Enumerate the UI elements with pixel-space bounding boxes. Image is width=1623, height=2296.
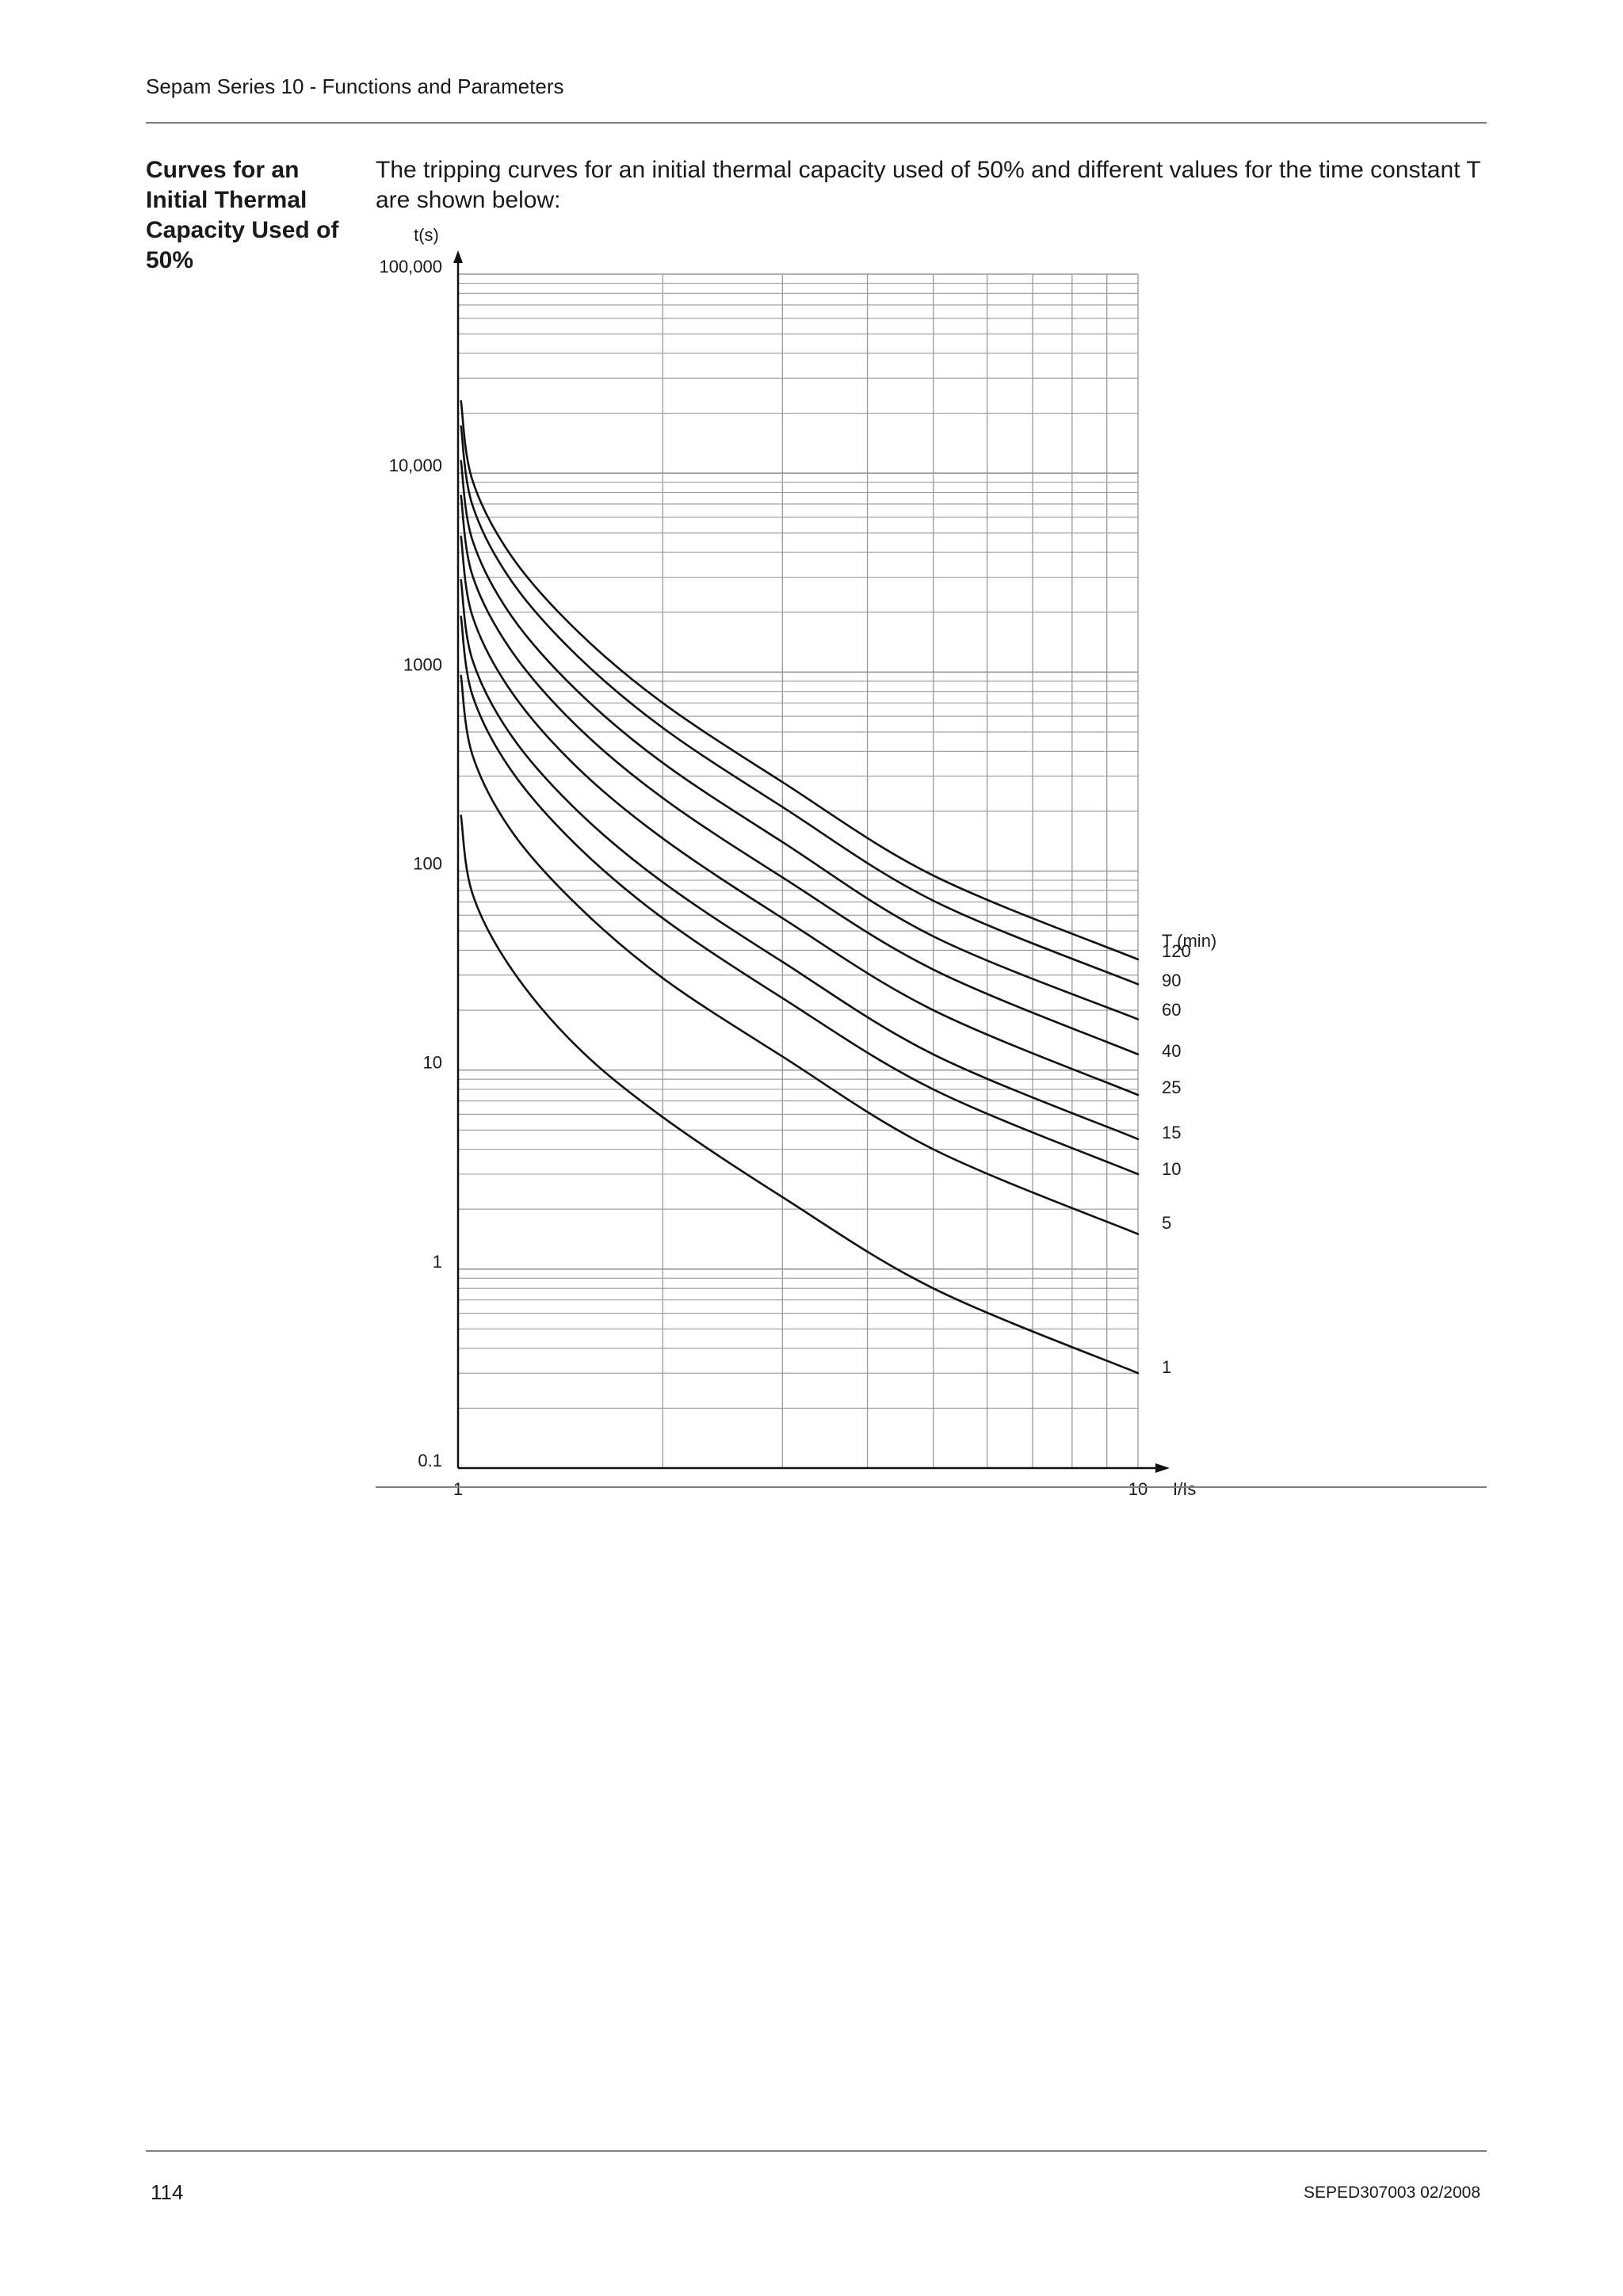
x-tick-label: 1 bbox=[453, 1479, 463, 1499]
curve-T-1 bbox=[460, 814, 1140, 1375]
curve-label-T-10: 10 bbox=[1162, 1159, 1181, 1179]
chart-curves bbox=[460, 400, 1140, 1375]
curve-T-25 bbox=[460, 535, 1140, 1097]
y-tick-label: 100 bbox=[413, 854, 442, 874]
curve-label-T-90: 90 bbox=[1162, 971, 1181, 990]
curve-T-90 bbox=[460, 425, 1140, 986]
x-axis-arrow-icon bbox=[1155, 1463, 1170, 1473]
chart-axes: t(s) I/Is bbox=[414, 225, 1196, 1499]
curve-T-120 bbox=[460, 400, 1140, 961]
curve-label-T-15: 15 bbox=[1162, 1123, 1181, 1142]
curve-label-T-40: 40 bbox=[1162, 1041, 1181, 1061]
curve-T-15 bbox=[460, 578, 1140, 1141]
curve-T-5 bbox=[460, 674, 1140, 1235]
y-axis-arrow-icon bbox=[453, 250, 463, 263]
page-number: 114 bbox=[151, 2180, 184, 2204]
y-axis-label: t(s) bbox=[414, 225, 439, 245]
section-heading: Curves for an Initial Thermal Capacity U… bbox=[146, 157, 339, 273]
curve-labels: T (min) 120 90 60 40 25 15 10 5 1 bbox=[1162, 931, 1216, 1377]
chart-tick-labels: 100,000 10,000 1000 100 10 1 0.1 1 10 bbox=[379, 257, 1148, 1499]
y-tick-label: 10 bbox=[423, 1053, 442, 1073]
curve-label-T-120: 120 bbox=[1162, 941, 1191, 961]
curve-label-T-60: 60 bbox=[1162, 1000, 1181, 1020]
curve-T-60 bbox=[460, 460, 1140, 1020]
legend-title: T (min) bbox=[1162, 931, 1216, 951]
curve-label-T-1: 1 bbox=[1162, 1357, 1171, 1377]
curve-label-T-25: 25 bbox=[1162, 1077, 1181, 1097]
y-tick-label: 10,000 bbox=[389, 456, 442, 475]
running-header: Sepam Series 10 - Functions and Paramete… bbox=[146, 74, 564, 98]
y-tick-label: 0.1 bbox=[418, 1451, 442, 1470]
x-tick-label: 10 bbox=[1128, 1479, 1148, 1499]
header-divider bbox=[146, 122, 1487, 124]
curve-label-T-5: 5 bbox=[1162, 1213, 1171, 1233]
y-tick-label: 1 bbox=[433, 1252, 442, 1272]
curve-T-10 bbox=[460, 616, 1140, 1176]
x-axis-label: I/Is bbox=[1173, 1479, 1196, 1499]
document-reference: SEPED307003 02/2008 bbox=[1303, 2183, 1480, 2202]
intro-paragraph: The tripping curves for an initial therm… bbox=[376, 157, 1481, 213]
footer-divider bbox=[146, 2150, 1487, 2152]
y-tick-label: 100,000 bbox=[379, 257, 442, 277]
y-tick-label: 1000 bbox=[403, 654, 442, 674]
curve-T-40 bbox=[460, 494, 1140, 1056]
chart-grid bbox=[458, 273, 1139, 1469]
chart-bottom-divider bbox=[376, 1486, 1487, 1488]
